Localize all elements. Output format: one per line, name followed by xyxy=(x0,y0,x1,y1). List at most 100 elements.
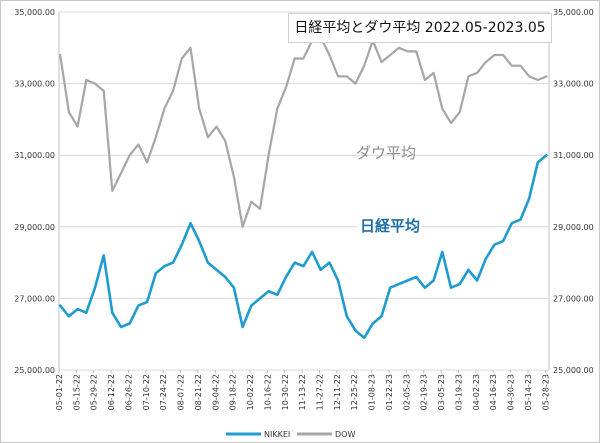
y-tick-left-27000: 27,000.00 xyxy=(14,294,55,303)
y-tick-left-25000: 25,000.00 xyxy=(14,366,55,375)
point-nikkei-01-23-23 xyxy=(389,287,391,289)
x-tick-08-07-22: 08-07-22 xyxy=(177,374,186,410)
series-line-nikkei xyxy=(58,153,548,340)
point-nikkei-08-15-22 xyxy=(189,222,192,224)
point-dow-07-18-22 xyxy=(155,136,157,138)
point-dow-12-19-22 xyxy=(346,75,348,77)
point-nikkei-05-08-23 xyxy=(519,219,522,221)
point-nikkei-05-22-23 xyxy=(537,161,539,163)
point-nikkei-05-09-22 xyxy=(68,315,70,317)
point-nikkei-03-13-23 xyxy=(450,287,452,289)
point-dow-10-10-22 xyxy=(259,208,261,210)
x-tick-10-16-22: 10-16-22 xyxy=(263,374,272,410)
point-nikkei-05-30-22 xyxy=(94,287,96,289)
point-dow-09-19-22 xyxy=(233,176,235,178)
point-dow-03-27-23 xyxy=(467,75,469,77)
point-dow-04-10-23 xyxy=(485,61,487,63)
point-dow-09-12-22 xyxy=(224,140,226,142)
point-nikkei-03-27-23 xyxy=(467,269,469,271)
x-tick-02-19-23: 02-19-23 xyxy=(420,374,429,410)
point-dow-05-08-23 xyxy=(519,65,522,67)
dow-annotation: ダウ平均 xyxy=(356,144,417,162)
point-nikkei-06-20-22 xyxy=(120,326,122,328)
point-dow-01-23-23 xyxy=(389,54,391,56)
x-tick-07-10-22: 07-10-22 xyxy=(142,374,151,410)
point-nikkei-01-16-23 xyxy=(380,315,383,317)
x-axis: 05-01-22 05-15-22 05-29-22 06-12-22 06-26-22… xyxy=(55,370,550,410)
point-nikkei-12-26-22 xyxy=(354,330,357,332)
point-dow-01-30-23 xyxy=(398,47,400,49)
point-nikkei-05-16-22 xyxy=(77,308,79,310)
point-nikkei-11-28-22 xyxy=(320,269,322,271)
point-nikkei-05-01-23 xyxy=(511,222,513,224)
x-tick-06-26-22: 06-26-22 xyxy=(124,374,133,410)
x-tick-09-04-22: 09-04-22 xyxy=(211,374,220,410)
point-dow-07-04-22 xyxy=(137,143,139,146)
point-nikkei-08-01-22 xyxy=(172,262,174,264)
point-nikkei-10-24-22 xyxy=(276,294,278,296)
point-nikkei-10-10-22 xyxy=(259,297,261,299)
x-tick-10-30-22: 10-30-22 xyxy=(281,374,290,410)
legend-dow-label: DOW xyxy=(335,430,355,439)
point-dow-03-20-23 xyxy=(459,111,461,113)
point-dow-08-22-22 xyxy=(198,108,200,110)
point-dow-06-20-22 xyxy=(120,172,122,174)
point-dow-08-15-22 xyxy=(189,47,192,49)
y-tick-right-31000: 31,000.00 xyxy=(553,151,594,160)
gridlines xyxy=(58,11,550,371)
point-nikkei-05-23-22 xyxy=(85,312,87,314)
chart-title: 日経平均とダウ平均 2022.05-2023.05 xyxy=(288,13,552,43)
point-nikkei-01-30-23 xyxy=(398,283,400,285)
point-nikkei-03-06-23 xyxy=(441,251,443,253)
x-tick-05-29-22: 05-29-22 xyxy=(90,374,99,410)
point-dow-01-02-23 xyxy=(363,65,365,67)
point-nikkei-09-26-22 xyxy=(242,326,244,328)
point-nikkei-12-19-22 xyxy=(346,315,348,317)
point-dow-10-17-22 xyxy=(268,154,270,156)
point-dow-11-07-22 xyxy=(294,57,296,60)
point-nikkei-04-17-23 xyxy=(493,244,495,246)
x-tick-05-28-23: 05-28-23 xyxy=(541,374,550,410)
point-dow-09-26-22 xyxy=(242,226,244,228)
point-nikkei-11-14-22 xyxy=(302,265,304,267)
point-nikkei-01-09-23 xyxy=(372,322,374,325)
point-nikkei-02-13-23 xyxy=(415,276,417,278)
point-nikkei-05-15-23 xyxy=(528,197,530,199)
x-tick-01-22-23: 01-22-23 xyxy=(385,374,394,410)
point-nikkei-12-05-22 xyxy=(328,262,330,264)
point-dow-05-02-22 xyxy=(59,54,61,56)
x-tick-05-15-22: 05-15-22 xyxy=(72,374,81,410)
point-dow-05-30-22 xyxy=(94,83,96,85)
point-dow-08-08-22 xyxy=(181,57,183,60)
x-tick-12-11-22: 12-11-22 xyxy=(333,374,342,410)
point-dow-06-27-22 xyxy=(129,154,131,156)
point-nikkei-03-20-23 xyxy=(459,283,461,285)
x-tick-04-16-23: 04-16-23 xyxy=(489,374,498,410)
point-dow-03-13-23 xyxy=(450,122,452,124)
point-nikkei-11-07-22 xyxy=(294,262,296,264)
point-dow-12-26-22 xyxy=(354,83,357,85)
point-nikkei-05-02-22 xyxy=(59,305,61,307)
y-tick-left-29000: 29,000.00 xyxy=(14,223,55,232)
x-tick-01-08-23: 01-08-23 xyxy=(368,374,377,410)
y-tick-right-27000: 27,000.00 xyxy=(553,294,594,303)
point-nikkei-09-12-22 xyxy=(224,276,226,278)
x-tick-11-27-22: 11-27-22 xyxy=(316,374,325,410)
point-dow-05-01-23 xyxy=(511,65,513,67)
point-nikkei-07-11-22 xyxy=(146,301,148,303)
point-nikkei-06-06-22 xyxy=(103,254,105,256)
x-tick-08-21-22: 08-21-22 xyxy=(194,374,203,410)
point-nikkei-02-20-23 xyxy=(424,287,426,289)
point-dow-06-06-22 xyxy=(103,90,105,92)
point-nikkei-10-17-22 xyxy=(268,290,270,292)
point-nikkei-07-18-22 xyxy=(155,272,157,274)
point-nikkei-11-21-22 xyxy=(311,251,313,253)
point-nikkei-08-22-22 xyxy=(198,240,200,242)
point-nikkei-08-29-22 xyxy=(207,262,209,264)
point-nikkei-02-06-23 xyxy=(407,279,409,282)
point-nikkei-05-29-23 xyxy=(545,154,548,156)
x-tick-04-30-23: 04-30-23 xyxy=(507,374,516,410)
point-dow-02-20-23 xyxy=(424,79,426,81)
